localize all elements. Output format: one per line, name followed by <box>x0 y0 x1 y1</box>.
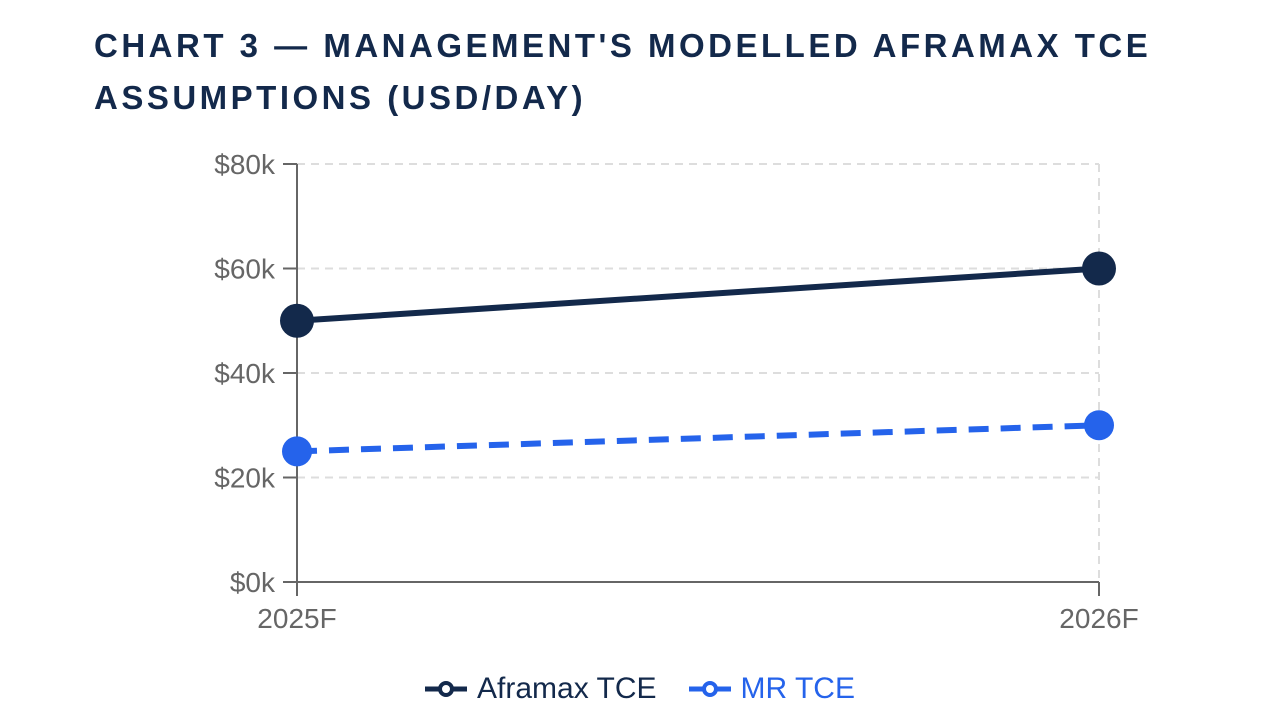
x-tick-label: 2025F <box>257 603 336 634</box>
data-point <box>282 436 312 467</box>
y-tick-label: $80k <box>214 149 276 180</box>
y-tick-label: $40k <box>214 358 276 389</box>
chart-title: CHART 3 — MANAGEMENT'S MODELLED AFRAMAX … <box>94 27 1152 116</box>
legend-mr-marker-icon <box>688 681 731 697</box>
data-point <box>1082 251 1116 286</box>
data-point <box>1084 410 1114 441</box>
series-line-1 <box>296 422 1100 455</box>
legend-label: MR TCE <box>740 672 855 705</box>
legend-label: Aframax TCE <box>477 672 657 705</box>
legend: Aframax TCE MR TCE <box>0 672 1280 706</box>
y-tick-label: $0k <box>230 567 276 598</box>
data-point <box>280 303 314 338</box>
legend-aframax-marker-icon <box>425 681 468 697</box>
legend-item-mr[interactable]: MR TCE <box>688 672 855 706</box>
series-line-0 <box>296 265 1100 324</box>
y-tick-label: $60k <box>214 254 276 285</box>
x-tick-label: 2026F <box>1059 603 1138 634</box>
y-tick-label: $20k <box>214 463 276 494</box>
legend-item-aframax[interactable]: Aframax TCE <box>425 672 657 706</box>
